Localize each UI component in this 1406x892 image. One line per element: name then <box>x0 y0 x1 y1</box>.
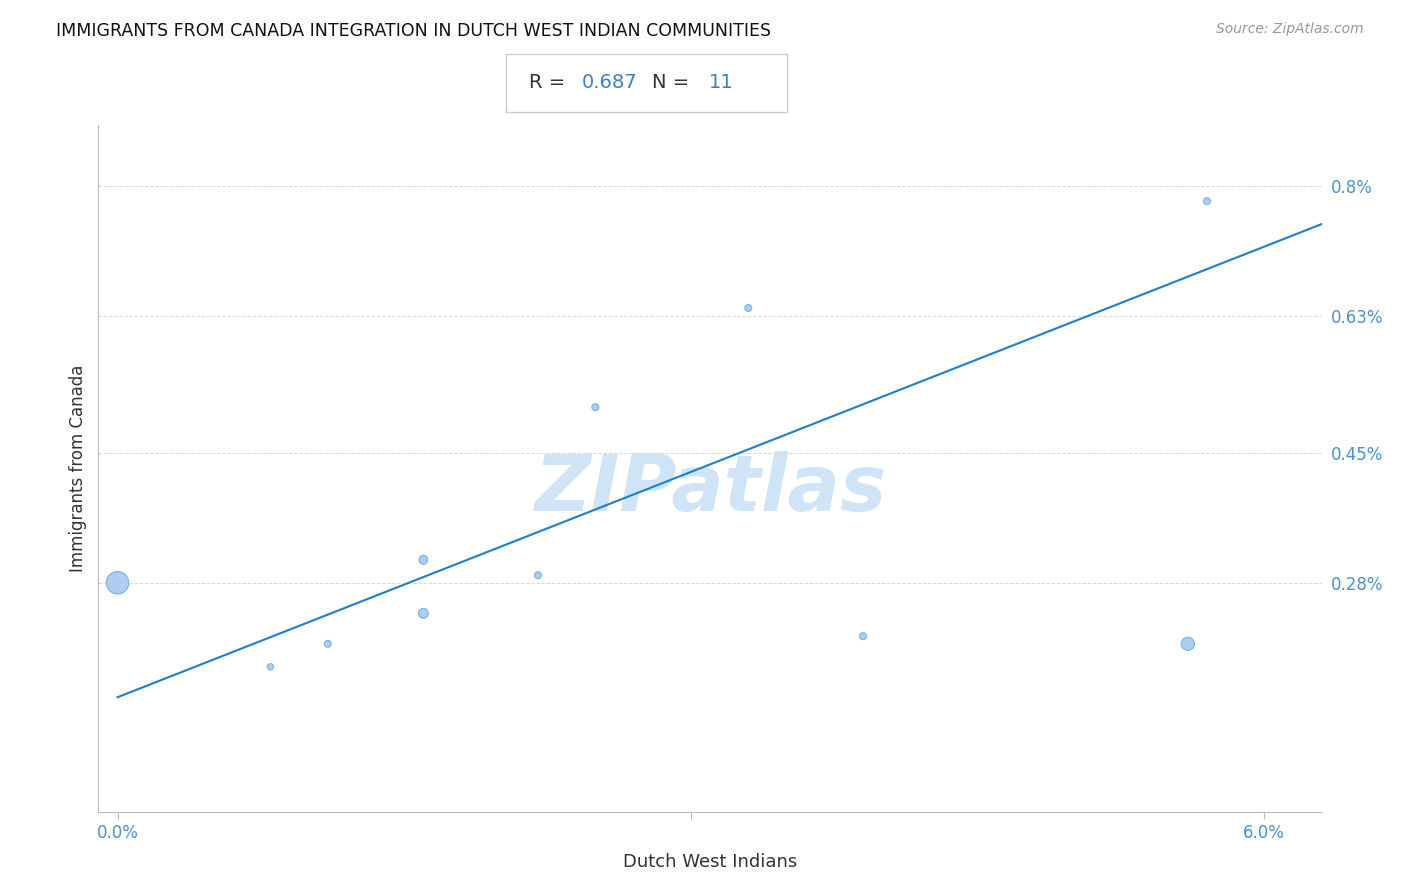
Text: R =: R = <box>529 73 571 92</box>
Point <box>1177 637 1199 651</box>
Point <box>259 659 281 673</box>
Y-axis label: Immigrants from Canada: Immigrants from Canada <box>69 365 87 572</box>
Point <box>107 575 129 590</box>
Text: ZIPatlas: ZIPatlas <box>534 450 886 527</box>
Point <box>316 637 339 651</box>
Point <box>737 301 759 315</box>
Point <box>412 607 434 621</box>
Point <box>1195 194 1218 209</box>
X-axis label: Dutch West Indians: Dutch West Indians <box>623 853 797 871</box>
Point <box>412 553 434 567</box>
Point <box>583 401 606 415</box>
Text: N =: N = <box>652 73 696 92</box>
Text: 0.687: 0.687 <box>582 73 638 92</box>
Text: IMMIGRANTS FROM CANADA INTEGRATION IN DUTCH WEST INDIAN COMMUNITIES: IMMIGRANTS FROM CANADA INTEGRATION IN DU… <box>56 22 772 40</box>
Text: Source: ZipAtlas.com: Source: ZipAtlas.com <box>1216 22 1364 37</box>
Point <box>852 629 875 643</box>
Text: 11: 11 <box>709 73 734 92</box>
Point <box>527 568 550 582</box>
